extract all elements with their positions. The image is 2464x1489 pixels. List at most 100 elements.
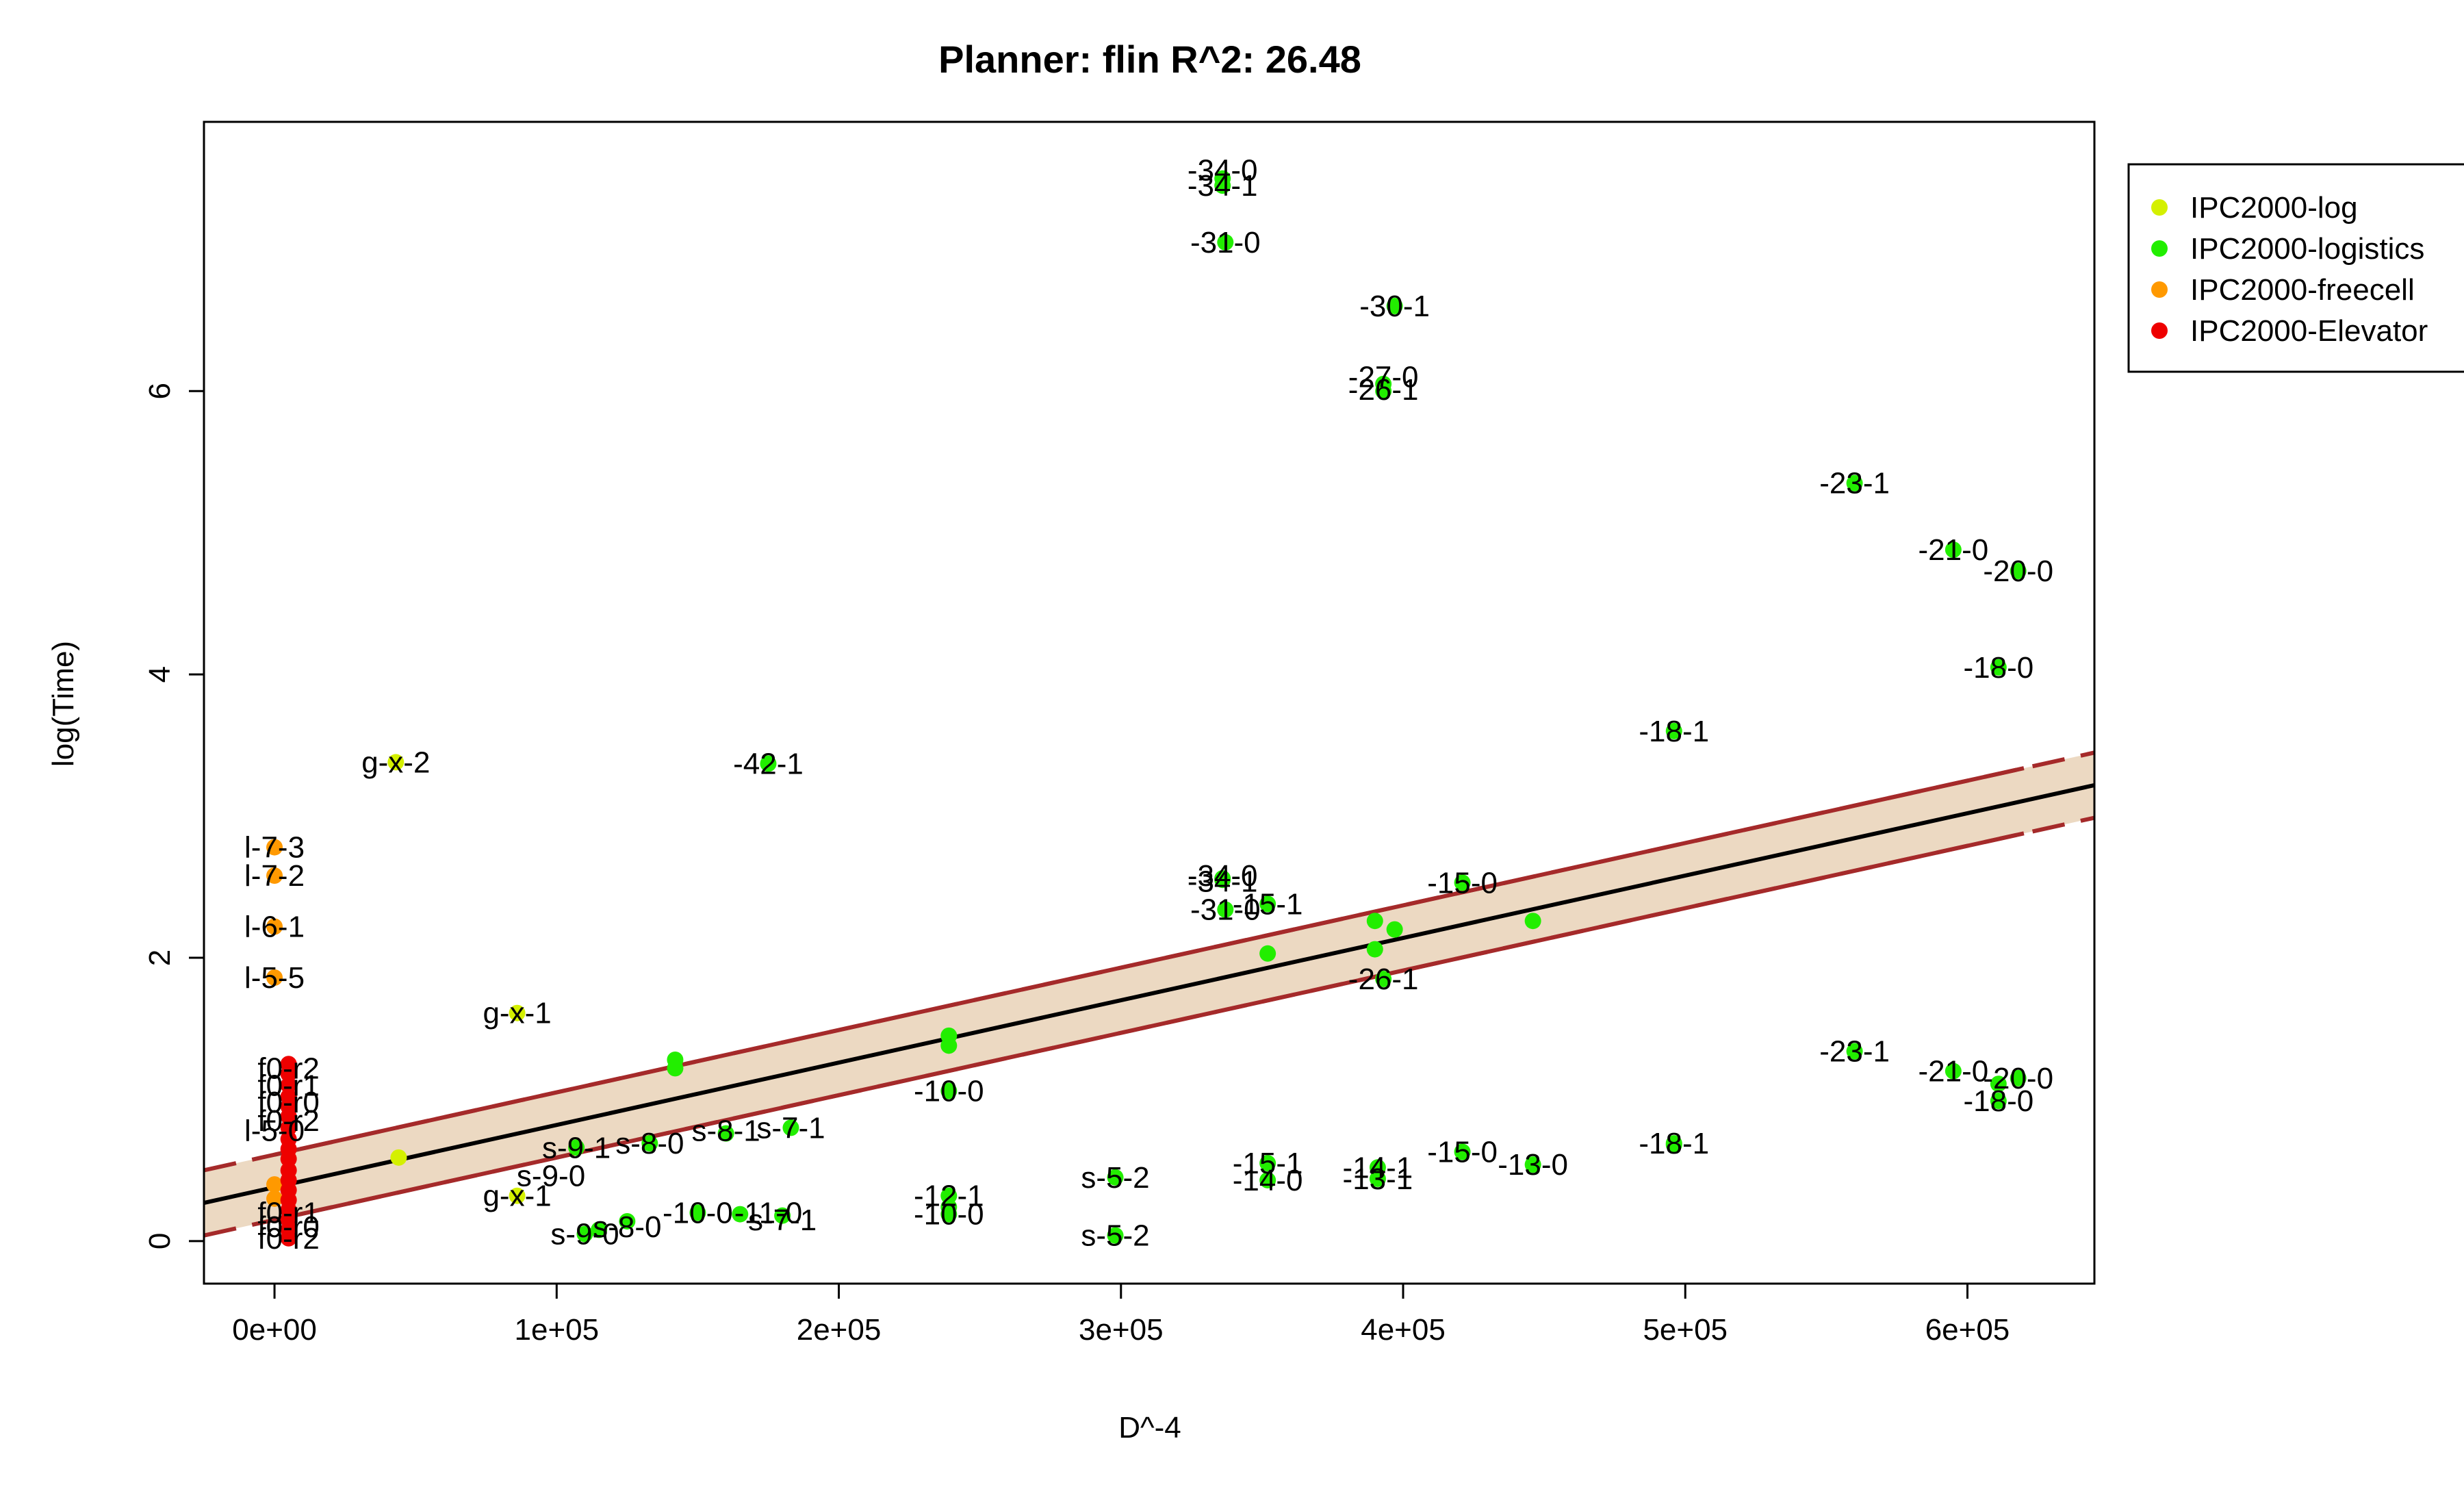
point-label: -15-1 xyxy=(1233,1147,1303,1180)
legend-marker xyxy=(2151,281,2168,298)
point-label: -15-1 xyxy=(1233,887,1303,921)
point-IPC2000-logistics xyxy=(2010,563,2027,580)
point-IPC2000-logistics xyxy=(1846,474,1863,492)
point-label: -20-0 xyxy=(1983,1062,2053,1095)
point-IPC2000-log xyxy=(509,1004,526,1021)
legend: IPC2000-log IPC2000-logistics IPC2000-free… xyxy=(2127,163,2464,373)
point-IPC2000-Elevator xyxy=(280,1150,297,1167)
point-label: -27-0 xyxy=(1348,361,1419,394)
point-IPC2000-Elevator xyxy=(280,1108,297,1125)
point-IPC2000-logistics xyxy=(576,1225,593,1243)
point-IPC2000-log xyxy=(390,1149,407,1166)
point-IPC2000-logistics xyxy=(1369,1159,1386,1176)
point-label: -18-0 xyxy=(1963,1084,2033,1118)
point-label: -18-0 xyxy=(1963,651,2033,685)
point-IPC2000-logistics xyxy=(1214,177,1231,194)
point-label: -34-0 xyxy=(1188,153,1258,187)
point-IPC2000-logistics xyxy=(1990,1076,2007,1093)
point-label: l-6-1 xyxy=(244,910,305,943)
point-label: f0-r0 xyxy=(257,1086,319,1119)
regression-line xyxy=(203,783,2095,1205)
point-label: -14-1 xyxy=(1343,1151,1413,1184)
point-label: f0-r1 xyxy=(257,1069,319,1102)
point-IPC2000-logistics xyxy=(1524,913,1541,930)
point-IPC2000-logistics xyxy=(1217,233,1234,251)
point-label: -18-1 xyxy=(1639,1127,1709,1160)
point-label: s-5-2 xyxy=(1081,1219,1149,1253)
band-lower-edge xyxy=(274,831,2025,1222)
point-label: -14-0 xyxy=(1233,1164,1303,1197)
point-IPC2000-logistics xyxy=(1665,1136,1682,1154)
point-IPC2000-logistics xyxy=(1259,1171,1276,1188)
point-IPC2000-logistics xyxy=(1386,298,1403,315)
y-tick-label: 4 xyxy=(143,666,177,683)
point-label: -31-0 xyxy=(1190,893,1261,927)
point-label: g-x-1 xyxy=(483,1180,551,1213)
point-label: -13-0 xyxy=(1498,1148,1568,1182)
point-label: -10-0 xyxy=(663,1197,733,1230)
legend-marker xyxy=(2151,240,2168,257)
point-label: -21-0 xyxy=(1918,533,1989,567)
point-label: -23-1 xyxy=(1819,1035,1890,1069)
point-label: -34-1 xyxy=(1188,169,1258,203)
point-label: -13-1 xyxy=(1343,1162,1413,1196)
point-IPC2000-Elevator xyxy=(280,1065,297,1082)
point-label: s-7-1 xyxy=(748,1204,817,1237)
point-label: f0-r2 xyxy=(257,1222,319,1256)
point-IPC2000-freecell xyxy=(266,918,283,935)
point-IPC2000-logistics xyxy=(1524,1156,1541,1173)
point-IPC2000-logistics xyxy=(1107,1227,1124,1244)
point-label: -15-0 xyxy=(1427,1136,1498,1169)
point-IPC2000-logistics xyxy=(717,1125,734,1142)
point-IPC2000-logistics xyxy=(940,1037,958,1054)
point-IPC2000-logistics xyxy=(732,1206,749,1223)
point-label: g-x-2 xyxy=(361,746,430,779)
point-IPC2000-logistics xyxy=(760,755,777,772)
point-IPC2000-logistics xyxy=(1214,871,1231,889)
legend-label: IPC2000-Elevator xyxy=(2190,314,2428,348)
point-label: s-8-1 xyxy=(692,1114,760,1147)
point-label: s-7-1 xyxy=(756,1111,825,1145)
point-label: -26-1 xyxy=(1348,373,1419,407)
point-IPC2000-logistics xyxy=(1369,1170,1386,1187)
point-IPC2000-logistics xyxy=(1454,874,1471,891)
point-IPC2000-logistics xyxy=(1454,1143,1471,1160)
x-tick-label: 0e+00 xyxy=(232,1313,317,1347)
point-IPC2000-logistics xyxy=(940,1206,958,1223)
point-IPC2000-logistics xyxy=(568,1139,585,1156)
point-IPC2000-logistics xyxy=(1386,921,1403,938)
point-label: -15-0 xyxy=(1427,866,1498,900)
point-IPC2000-logistics xyxy=(1366,913,1383,930)
point-label: -31-0 xyxy=(1190,226,1261,259)
point-IPC2000-freecell xyxy=(266,1190,283,1207)
point-IPC2000-logistics xyxy=(1217,901,1234,918)
chart-title: Planner: flin R^2: 26.48 xyxy=(938,38,1361,81)
point-label: l-5-0 xyxy=(244,1114,305,1147)
point-label: -20-0 xyxy=(1983,555,2053,588)
point-IPC2000-logistics xyxy=(667,1060,684,1077)
point-IPC2000-logistics xyxy=(1665,722,1682,739)
point-IPC2000-logistics xyxy=(641,1135,658,1152)
point-IPC2000-logistics xyxy=(591,1221,608,1238)
point-IPC2000-logistics xyxy=(1259,945,1276,962)
point-IPC2000-logistics xyxy=(1366,941,1383,958)
point-IPC2000-freecell xyxy=(266,839,283,856)
point-IPC2000-logistics xyxy=(1107,1169,1124,1186)
point-IPC2000-log xyxy=(509,1187,526,1204)
point-label: -26-1 xyxy=(1348,963,1419,996)
point-IPC2000-logistics xyxy=(774,1207,791,1224)
band-upper-edge xyxy=(274,766,2025,1157)
point-IPC2000-logistics xyxy=(2010,1069,2027,1086)
point-label: s-9-1 xyxy=(542,1131,611,1165)
point-IPC2000-Elevator xyxy=(280,1077,297,1094)
y-axis-label: log(Time) xyxy=(47,641,80,767)
x-tick-label: 3e+05 xyxy=(1079,1313,1164,1347)
y-axis: 0 2 4 6 xyxy=(143,383,205,1249)
point-label: -34-1 xyxy=(1188,865,1258,898)
point-label: -10-0 xyxy=(914,1198,984,1232)
point-labels: g-x-2g-x-1g-x-1-34-0-34-1-31-0-30-1-27-0… xyxy=(244,153,2053,1255)
point-IPC2000-freecell xyxy=(266,1176,283,1193)
point-IPC2000-log xyxy=(387,754,405,771)
point-label: -30-1 xyxy=(1359,290,1430,323)
